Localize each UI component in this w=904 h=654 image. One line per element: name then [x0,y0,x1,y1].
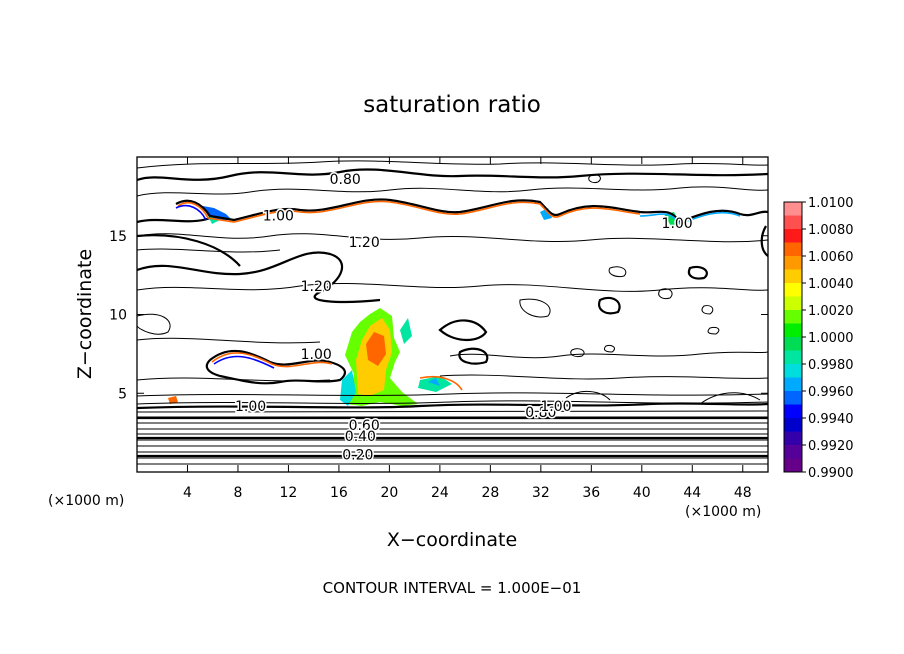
colorbar-swatch [784,377,802,392]
x-tick-label: 4 [183,485,192,501]
saturation-field [137,160,768,465]
colorbar-swatch [784,445,802,459]
colorbar-tick-label: 0.9980 [808,358,854,373]
contour-label: 0.20 [342,448,373,464]
colorbar-swatch [784,310,802,324]
colorbar-swatch [784,229,802,243]
supersaturation-edges [175,200,741,391]
colorbar-tick-label: 1.0000 [808,331,854,346]
cloud-patch-mid-right [428,378,440,386]
contour-label: 1.20 [301,279,332,295]
colorbar-swatch [784,350,802,365]
plot-frame [136,156,769,473]
cloud-patch-central-edge [340,370,356,406]
colorbar-swatch [784,323,802,338]
contour-label: 1.00 [301,347,332,363]
contour-label: 1.00 [662,216,693,232]
colorbar-swatch [784,458,802,473]
contour-label: 0.60 [349,418,380,434]
colorbar-tick-label: 1.0040 [808,277,854,292]
x-tick-label: 44 [683,485,701,501]
cloud-patch-lower-left [168,396,178,404]
x-tick-label: 8 [233,485,242,501]
contour-interval-footer: CONTOUR INTERVAL = 1.000E−01 [323,579,582,597]
colorbar-swatch [784,431,802,446]
contour-label: 1.00 [540,399,571,415]
x-tick-label: 28 [481,485,499,501]
y-axis-label: Z−coordinate [74,249,96,379]
colorbar-tick-label: 1.0060 [808,250,854,265]
colorbar-swatch [784,256,802,270]
chart-title: saturation ratio [363,92,541,118]
x-axis: 4 8 12 16 20 24 28 32 36 40 44 48 [183,157,752,501]
cloud-patch-central-hot [366,332,386,366]
x-tick-label: 20 [380,485,398,501]
x-unit-right: (×1000 m) [685,504,761,520]
x-tick-label: 40 [633,485,651,501]
x-tick-label: 48 [734,485,752,501]
contour-label: 0.40 [345,429,376,445]
colorbar-tick-label: 1.0020 [808,304,854,319]
colorbar-swatch [784,202,802,216]
colorbar-swatch [784,337,802,351]
colorbar-tick-label: 1.0100 [808,196,854,211]
contour-label: 1.20 [349,235,380,251]
contour-labels: 0.801.001.201.201.001.001.000.600.400.20… [233,171,694,466]
y-tick-label: 15 [109,229,127,245]
colorbar-tick-label: 0.9900 [808,466,854,481]
colorbar-swatch [784,269,802,284]
x-tick-label: 12 [280,485,298,501]
y-tick-label: 10 [109,308,127,324]
contour-lines-thin [137,160,768,465]
colorbar-swatch [784,242,802,257]
cloud-patch-right-wing [400,318,412,344]
colorbar-tick-label: 0.9960 [808,385,854,400]
x-axis-label: X−coordinate [387,529,517,551]
contour-lines-thick [137,168,768,458]
colorbar-swatch [784,215,802,230]
colorbar-swatch [784,418,802,432]
colorbar-swatch [784,391,802,405]
colorbar-swatch [784,283,802,297]
colorbar-tick-label: 1.0080 [808,223,854,238]
x-tick-label: 36 [582,485,600,501]
colorbar-swatch [784,364,802,378]
colorbar-swatch [784,404,802,419]
x-tick-label: 32 [532,485,550,501]
colorbar-tick-label: 0.9920 [808,439,854,454]
contour-label: 1.00 [235,399,266,415]
x-tick-label: 24 [431,485,449,501]
x-unit-left: (×1000 m) [48,493,124,509]
colorbar: 1.0100 1.0080 1.0060 1.0040 1.0020 1.0000 0.99… [783,196,854,481]
contour-label: 0.80 [525,405,556,421]
contour-label: 0.80 [330,172,361,188]
colorbar-tick-label: 0.9940 [808,412,854,427]
colorbar-swatch [784,296,802,311]
x-tick-label: 16 [330,485,348,501]
contour-label: 1.00 [263,208,294,224]
y-tick-label: 5 [118,386,127,402]
y-axis: 5 10 15 [109,229,768,402]
